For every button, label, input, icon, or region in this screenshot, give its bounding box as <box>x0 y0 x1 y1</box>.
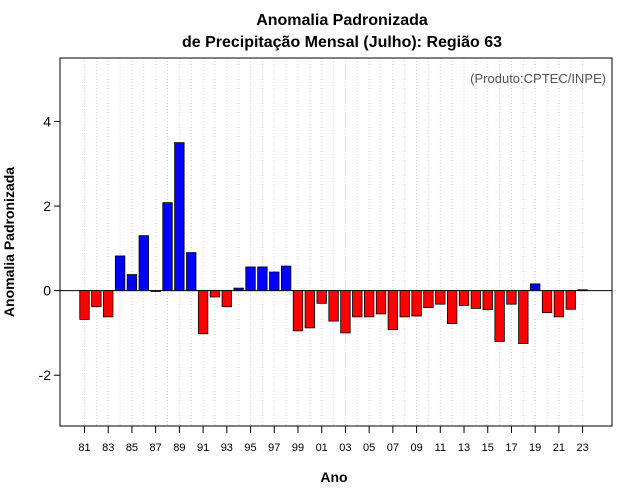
chart-subtitle: de Precipitação Mensal (Julho): Região 6… <box>182 34 502 51</box>
x-tick-label: 83 <box>102 442 114 454</box>
x-tick-label: 19 <box>529 442 541 454</box>
bar-91 <box>197 290 209 335</box>
bar-03 <box>340 290 351 334</box>
bar-02 <box>328 290 339 322</box>
bar-89 <box>174 142 185 292</box>
bar-20 <box>541 290 553 314</box>
bar-15 <box>482 290 493 311</box>
bar-86 <box>138 235 149 292</box>
bar-81 <box>79 290 90 320</box>
x-tick-label: 13 <box>458 442 470 454</box>
vertical-gridlines <box>84 58 584 426</box>
bar-13 <box>458 290 470 306</box>
bar-19 <box>530 283 541 292</box>
chart-title: Anomalia Padronizada <box>256 12 428 29</box>
bar-93 <box>221 290 232 308</box>
bar-18 <box>518 290 529 344</box>
x-tick-label: 93 <box>221 442 233 454</box>
y-axis-title: Anomalia Padronizada <box>1 167 17 317</box>
bar-85 <box>126 274 138 292</box>
x-tick-label: 99 <box>292 442 304 454</box>
bar-22 <box>565 290 576 310</box>
x-tick-label: 09 <box>410 442 422 454</box>
bar-21 <box>553 290 565 318</box>
bar-17 <box>506 290 517 305</box>
bar-00 <box>304 290 315 329</box>
bar-08 <box>399 290 410 318</box>
plot-frame <box>59 57 613 427</box>
y-tick-label: 4 <box>43 113 51 129</box>
x-tick-label: 17 <box>505 442 517 454</box>
y-axis: -2 0 2 4 <box>39 113 60 383</box>
x-tick-label: 81 <box>78 442 90 454</box>
bar-01 <box>316 290 327 304</box>
x-tick-label: 95 <box>244 442 256 454</box>
credit-label: (Produto:CPTEC/INPE) <box>470 71 606 86</box>
bar-83 <box>103 290 114 318</box>
bar-14 <box>470 290 482 309</box>
x-tick-label: 23 <box>576 442 588 454</box>
bar-95 <box>245 266 256 292</box>
x-tick-label: 97 <box>268 442 280 454</box>
y-tick-label: -2 <box>39 367 52 383</box>
bar-97 <box>269 271 280 292</box>
bar-06 <box>375 290 387 315</box>
bar-96 <box>257 266 268 292</box>
x-tick-label: 21 <box>553 442 565 454</box>
x-axis: 81 83 85 87 89 91 93 95 97 99 01 03 05 07 09 11 13 15 17 19… <box>78 426 589 454</box>
bar-98 <box>280 265 292 292</box>
bar-12 <box>447 290 458 325</box>
x-tick-label: 07 <box>387 442 399 454</box>
y-tick-label: 2 <box>43 198 51 214</box>
bar-90 <box>186 252 197 292</box>
bar-92 <box>209 290 221 298</box>
x-tick-label: 87 <box>150 442 162 454</box>
y-tick-label: 0 <box>43 283 51 299</box>
x-tick-label: 91 <box>197 442 209 454</box>
bar-88 <box>162 202 173 292</box>
x-tick-label: 85 <box>126 442 138 454</box>
x-tick-label: 03 <box>339 442 351 454</box>
bar-87 <box>150 290 161 292</box>
x-tick-label: 15 <box>482 442 494 454</box>
bar-94 <box>233 287 244 292</box>
x-tick-label: 11 <box>435 442 446 454</box>
bar-09 <box>411 290 422 317</box>
bar-07 <box>387 290 399 330</box>
bar-84 <box>114 255 126 292</box>
x-axis-title: Ano <box>320 469 347 485</box>
bar-16 <box>494 290 505 342</box>
bar-04 <box>352 290 363 318</box>
bar-99 <box>292 290 304 332</box>
bar-23 <box>577 289 588 292</box>
bars <box>79 142 588 344</box>
bar-05 <box>363 290 375 318</box>
bar-11 <box>435 290 446 305</box>
x-tick-label: 01 <box>316 442 328 454</box>
bar-82 <box>91 290 102 308</box>
x-tick-label: 89 <box>173 442 185 454</box>
bar-10 <box>423 290 434 308</box>
x-tick-label: 05 <box>363 442 375 454</box>
